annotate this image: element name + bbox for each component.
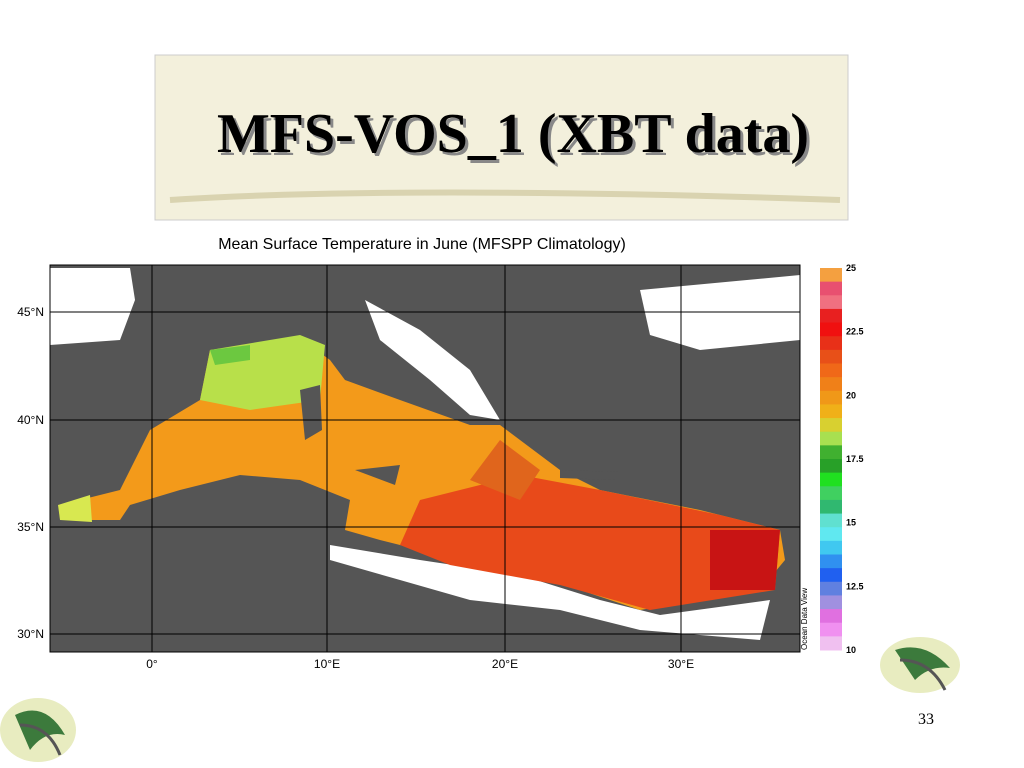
colorbar-label: 12.5: [846, 581, 864, 591]
lat-label: 30°N: [17, 627, 44, 641]
colorbar-label: 17.5: [846, 454, 864, 464]
colorbar-swatch: [820, 268, 842, 283]
colorbar-swatch: [820, 527, 842, 542]
lon-label: 20°E: [492, 657, 518, 671]
african-coast: [330, 545, 770, 640]
colorbar-swatch: [820, 540, 842, 555]
lat-label: 45°N: [17, 305, 44, 319]
colorbar-swatch: [820, 622, 842, 637]
atlantic: [50, 268, 135, 345]
colorbar-swatch: [820, 390, 842, 405]
colorbar-swatch: [820, 418, 842, 433]
colorbar-swatch: [820, 513, 842, 528]
colorbar-swatch: [820, 609, 842, 624]
map-title: Mean Surface Temperature in June (MFSPP …: [218, 236, 626, 253]
colorbar-swatch: [820, 472, 842, 487]
colorbar-swatch: [820, 404, 842, 419]
sea-warm: [400, 475, 780, 610]
colorbar-label: 25: [846, 263, 856, 273]
lat-label: 35°N: [17, 520, 44, 534]
adriatic: [365, 300, 500, 420]
colorbar-swatch: [820, 486, 842, 501]
map: 45°N 40°N 35°N 30°N 0° 10°E 20°E 30°E Oc…: [17, 264, 809, 671]
colorbar-swatch: [820, 363, 842, 378]
bird-icon: [0, 698, 76, 762]
axis-labels: 45°N 40°N 35°N 30°N 0° 10°E 20°E 30°E: [17, 305, 694, 671]
colorbar-swatch: [820, 554, 842, 569]
colorbar-swatch: [820, 431, 842, 446]
colorbar-swatch: [820, 336, 842, 351]
lon-label: 10°E: [314, 657, 340, 671]
colorbar-swatch: [820, 499, 842, 515]
colorbar-swatch: [820, 636, 842, 651]
colorbar-swatch: [820, 445, 842, 460]
colorbar-swatch: [820, 308, 842, 324]
bird-icon: [880, 637, 960, 693]
island: [355, 465, 400, 485]
slide-title: MFS-VOS_1 (XBT data): [217, 103, 809, 165]
banner-decoration: [169, 189, 841, 203]
colorbar-swatch: [820, 322, 842, 337]
sea-cool: [210, 345, 250, 365]
colorbar-swatch: [820, 459, 842, 474]
grid: [50, 265, 800, 652]
credit: Ocean Data View: [800, 588, 809, 650]
colorbar-label: 10: [846, 645, 856, 655]
island: [300, 385, 322, 440]
colorbar-swatch: [820, 295, 842, 310]
colorbar-label: 15: [846, 518, 856, 528]
colorbar-swatch: [820, 595, 842, 610]
title-shadow: MFS-VOS_1 (XBT data): [220, 106, 812, 168]
page-number: 33: [918, 711, 934, 728]
lon-label: 0°: [146, 657, 158, 671]
lon-label: 30°E: [668, 657, 694, 671]
island: [560, 470, 620, 480]
colorbar-swatch: [820, 349, 842, 364]
colorbar-swatch: [820, 568, 842, 583]
sea-cool: [58, 495, 92, 522]
colorbar-label: 20: [846, 390, 856, 400]
colorbar-swatch: [820, 281, 842, 296]
colorbar-label: 22.5: [846, 327, 864, 337]
colorbar-swatch: [820, 581, 842, 596]
colorbar-swatch: [820, 377, 842, 392]
map-frame: [49, 264, 801, 653]
lat-label: 40°N: [17, 413, 44, 427]
colorbar: 25 22.5 20 17.5 15 12.5 10: [820, 263, 864, 655]
sea-hot: [710, 530, 780, 590]
